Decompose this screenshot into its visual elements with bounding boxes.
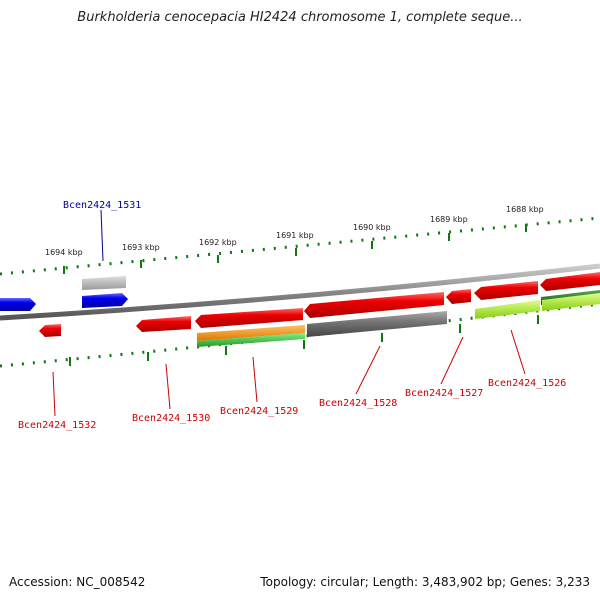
gene-labels: Bcen2424_1531 Bcen2424_1532 Bcen2424_153… (18, 200, 566, 431)
callout-line (52, 371, 56, 417)
accession-text: Accession: NC_008542 (9, 575, 146, 589)
ruler-label: 1691 kbp (276, 231, 314, 240)
ruler-label: 1689 kbp (430, 215, 468, 224)
gene-arrow-red (39, 324, 61, 337)
map-title: Burkholderia cenocepacia HI2424 chromoso… (77, 10, 523, 25)
gene-label: Bcen2424_1527 (405, 388, 483, 399)
gene-arrow-red (304, 292, 444, 318)
gene-arrow-blue (0, 298, 36, 311)
callout-line (165, 363, 171, 410)
gene-arrow-red (540, 272, 600, 291)
callout-lines (52, 209, 526, 417)
genome-backbone (0, 263, 600, 321)
callout-line (252, 356, 258, 403)
outer-ruler (0, 216, 600, 276)
callout-line (440, 336, 464, 385)
genome-summary-text: Topology: circular; Length: 3,483,902 bp… (260, 575, 590, 589)
gene-arrow-gray (307, 311, 447, 337)
ruler-labels: 1694 kbp 1693 kbp 1692 kbp 1691 kbp 1690… (45, 205, 544, 257)
gene-arrow-red (446, 289, 471, 304)
gene-arrow-blue (82, 293, 128, 308)
callout-line (355, 345, 381, 395)
gene-arrow-red (136, 316, 191, 332)
ruler-label: 1694 kbp (45, 248, 83, 257)
reverse-strand-genes (39, 293, 600, 347)
gene-label: Bcen2424_1531 (63, 200, 141, 211)
gene-arrow-red (195, 308, 303, 328)
ruler-label: 1688 kbp (506, 205, 544, 214)
gene-label: Bcen2424_1526 (488, 378, 566, 389)
gene-arrow-lime (542, 293, 600, 311)
gene-label: Bcen2424_1532 (18, 420, 96, 431)
gene-arrow-lime (475, 300, 540, 319)
ruler-label: 1690 kbp (353, 223, 391, 232)
gene-label: Bcen2424_1528 (319, 398, 397, 409)
gene-label: Bcen2424_1530 (132, 413, 210, 424)
gene-arrow-orange (197, 325, 305, 341)
ruler-label: 1693 kbp (122, 243, 160, 252)
outer-ruler-arc (0, 216, 600, 276)
ruler-label: 1692 kbp (199, 238, 237, 247)
gene-arrow-red (474, 281, 538, 300)
gene-arrow-green (197, 333, 305, 347)
callout-line (100, 209, 104, 262)
gene-arrow-lightgray (82, 276, 126, 290)
forward-strand-genes (0, 272, 600, 318)
gene-label: Bcen2424_1529 (220, 406, 298, 417)
callout-line (510, 329, 526, 375)
